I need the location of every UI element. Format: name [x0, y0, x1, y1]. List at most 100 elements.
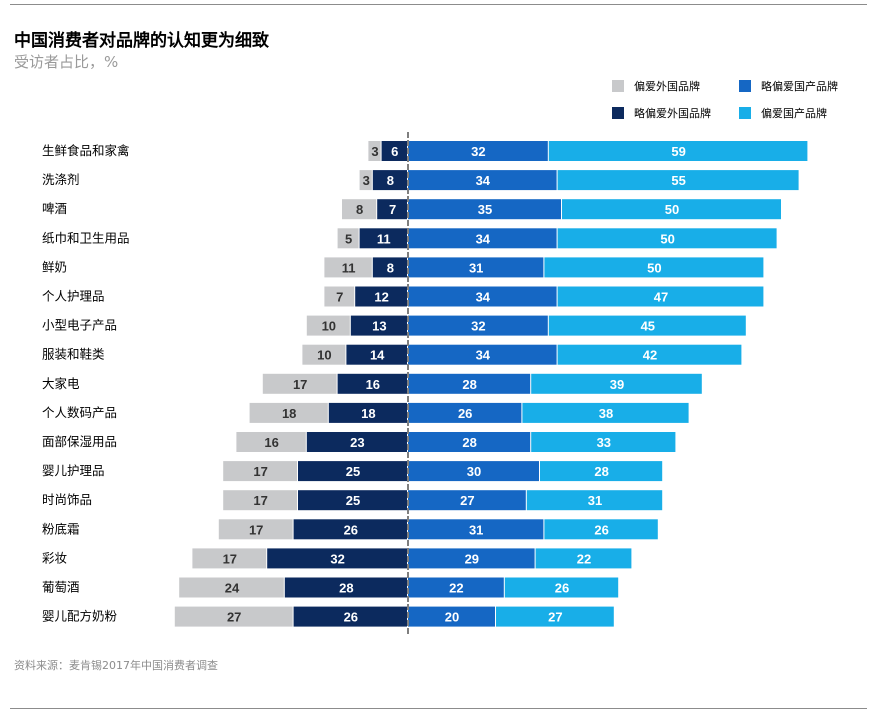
data-label-domestic: 33: [597, 435, 611, 450]
legend-swatch-domestic: [739, 107, 751, 119]
bar-domestic: [544, 519, 658, 540]
bar-domestic: [548, 315, 746, 336]
category-label: 服装和鞋类: [42, 347, 105, 362]
bar-domestic: [557, 286, 764, 307]
data-label-slightly-foreign: 26: [344, 522, 358, 537]
bar-domestic: [562, 199, 781, 220]
category-label: 彩妆: [42, 550, 67, 565]
bar-slightly-foreign: [359, 228, 407, 249]
bar-foreign: [223, 461, 297, 482]
bar-slightly-domestic: [408, 519, 544, 540]
bar-foreign: [174, 606, 293, 627]
bar-domestic: [557, 228, 777, 249]
data-label-foreign: 17: [223, 551, 237, 566]
bar-slightly-domestic: [408, 141, 548, 161]
data-label-foreign: 17: [253, 493, 267, 508]
bar-slightly-domestic: [408, 402, 522, 423]
data-label-domestic: 38: [599, 406, 613, 421]
data-label-slightly-domestic: 34: [476, 290, 491, 305]
bar-domestic: [544, 257, 764, 278]
bar-slightly-foreign: [346, 344, 407, 365]
data-label-domestic: 26: [594, 522, 608, 537]
data-label-slightly-foreign: 18: [361, 406, 375, 421]
legend-swatch-slightly-domestic: [739, 80, 751, 92]
legend-item-slightly-foreign: 略偏爱外国品牌: [612, 105, 711, 121]
bar-slightly-domestic: [408, 170, 557, 191]
data-label-domestic: 26: [555, 581, 569, 596]
bar-foreign: [324, 257, 372, 278]
bar-slightly-foreign: [267, 548, 407, 569]
legend-label-slightly-foreign: 略偏爱外国品牌: [634, 107, 711, 120]
data-label-slightly-domestic: 30: [467, 464, 481, 479]
data-label-foreign: 10: [317, 348, 331, 363]
legend-label-domestic: 偏爱国产品牌: [761, 107, 827, 120]
bar-slightly-foreign: [328, 402, 407, 423]
data-label-foreign: 17: [253, 464, 267, 479]
bar-slightly-foreign: [372, 257, 407, 278]
data-label-domestic: 45: [641, 319, 655, 334]
data-label-slightly-domestic: 27: [460, 493, 474, 508]
data-label-domestic: 31: [588, 493, 602, 508]
legend-swatch-foreign: [612, 80, 624, 92]
data-label-slightly-domestic: 31: [469, 260, 483, 275]
bar-slightly-foreign: [372, 170, 407, 191]
bar-foreign: [218, 519, 293, 540]
legend-swatch-slightly-foreign: [612, 107, 624, 119]
data-label-slightly-domestic: 32: [471, 144, 485, 159]
bar-slightly-foreign: [293, 606, 407, 627]
bar-foreign: [306, 315, 350, 336]
data-label-slightly-foreign: 25: [346, 493, 360, 508]
data-label-domestic: 28: [594, 464, 608, 479]
data-label-domestic: 47: [654, 290, 668, 305]
data-label-foreign: 5: [345, 231, 352, 246]
category-label: 葡萄酒: [42, 580, 80, 595]
bar-foreign: [262, 373, 337, 394]
data-label-domestic: 50: [665, 202, 679, 217]
category-label: 个人护理品: [42, 289, 105, 304]
data-label-domestic: 59: [671, 144, 685, 159]
bar-domestic: [496, 606, 614, 627]
bar-domestic: [535, 548, 632, 569]
data-label-slightly-foreign: 7: [389, 202, 396, 217]
category-label: 小型电子产品: [42, 318, 117, 333]
data-label-slightly-domestic: 22: [449, 581, 463, 596]
legend-item-foreign: 偏爱外国品牌: [612, 78, 700, 94]
data-label-slightly-foreign: 13: [372, 319, 386, 334]
data-label-slightly-domestic: 34: [476, 231, 491, 246]
bar-slightly-foreign: [377, 199, 407, 220]
bar-foreign: [324, 286, 355, 307]
category-label: 啤酒: [42, 201, 67, 216]
data-label-foreign: 16: [264, 435, 278, 450]
bar-foreign: [337, 228, 359, 249]
data-label-slightly-foreign: 8: [387, 260, 394, 275]
data-label-foreign: 27: [227, 610, 241, 625]
data-label-domestic: 42: [643, 348, 657, 363]
bar-slightly-foreign: [306, 432, 407, 452]
data-label-slightly-domestic: 29: [465, 551, 479, 566]
data-label-slightly-foreign: 12: [374, 290, 388, 305]
legend-label-slightly-domestic: 略偏爱国产品牌: [761, 80, 838, 93]
bar-foreign: [236, 432, 306, 452]
data-label-slightly-foreign: 11: [377, 231, 391, 246]
bar-slightly-foreign: [355, 286, 407, 307]
chart-subtitle: 受访者占比，%: [14, 53, 119, 71]
data-label-domestic: 50: [647, 260, 661, 275]
data-label-slightly-domestic: 34: [476, 173, 491, 188]
data-label-slightly-foreign: 32: [330, 551, 344, 566]
bottom-rule: [10, 708, 867, 709]
top-rule: [10, 4, 867, 5]
data-label-foreign: 24: [225, 581, 240, 596]
bar-slightly-foreign: [293, 519, 407, 540]
data-label-domestic: 39: [610, 377, 624, 392]
bar-slightly-foreign: [298, 490, 407, 511]
data-label-slightly-foreign: 14: [370, 348, 385, 363]
bar-foreign: [249, 402, 328, 423]
category-label: 时尚饰品: [42, 492, 92, 507]
bar-slightly-foreign: [381, 141, 407, 161]
bar-slightly-domestic: [408, 315, 548, 336]
data-label-foreign: 17: [249, 522, 263, 537]
bar-foreign: [192, 548, 267, 569]
data-label-foreign: 18: [282, 406, 296, 421]
bar-domestic: [548, 141, 808, 161]
data-label-slightly-domestic: 32: [471, 319, 485, 334]
